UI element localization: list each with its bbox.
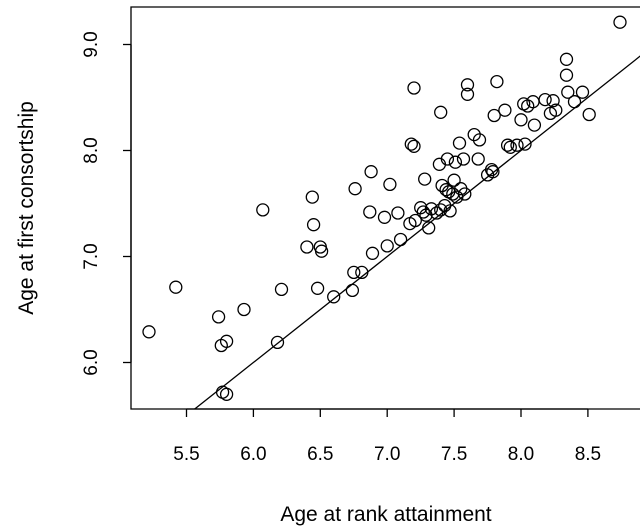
data-point: [314, 244, 329, 258]
data-point: [559, 68, 574, 82]
data-point: [383, 177, 397, 192]
data-point: [434, 203, 448, 217]
x-axis-label: Age at rank attainment: [280, 503, 491, 526]
data-point: [471, 152, 485, 166]
y-tick-label: 6.0: [81, 349, 102, 375]
data-point: [546, 94, 560, 108]
data-point: [448, 155, 463, 169]
data-point: [422, 221, 436, 235]
data-point: [327, 290, 341, 304]
data-point: [434, 105, 448, 119]
data-point: [364, 165, 378, 179]
data-point: [391, 206, 405, 220]
y-tick-label: 8.0: [81, 137, 102, 163]
data-point: [363, 205, 377, 219]
data-point: [484, 162, 499, 177]
data-point: [487, 108, 501, 123]
data-point: [305, 190, 319, 204]
data-point: [456, 152, 471, 166]
data-point: [274, 282, 289, 297]
x-tick-label: 6.5: [307, 444, 333, 465]
data-point: [408, 213, 422, 228]
data-point: [440, 152, 455, 166]
x-tick-label: 7.0: [374, 444, 400, 465]
data-point: [510, 138, 524, 152]
y-tick-label: 7.0: [81, 243, 102, 269]
data-point: [300, 240, 314, 254]
data-point: [418, 172, 432, 186]
data-point: [472, 133, 487, 147]
data-point: [347, 265, 361, 280]
data-point: [582, 107, 596, 122]
data-point: [490, 74, 504, 89]
data-point: [467, 127, 481, 142]
data-point: [404, 137, 418, 151]
x-tick-label: 8.0: [508, 444, 534, 465]
data-point: [214, 338, 228, 353]
plot-frame: [130, 6, 640, 410]
data-point: [219, 387, 234, 401]
data-point: [365, 246, 380, 260]
data-point: [500, 138, 515, 152]
data-point: [430, 206, 444, 220]
data-point: [310, 281, 325, 295]
data-point: [561, 85, 575, 99]
x-tick-label: 6.0: [240, 444, 266, 465]
data-point: [452, 136, 467, 150]
data-point: [270, 335, 285, 350]
data-point: [380, 239, 394, 253]
data-point: [439, 183, 453, 197]
y-axis-label: Age at first consortship: [15, 101, 38, 315]
data-point: [443, 204, 457, 218]
data-point: [348, 182, 362, 196]
data-point: [142, 325, 156, 339]
data-point: [460, 87, 475, 101]
data-point: [407, 81, 421, 95]
data-point: [393, 232, 408, 247]
data-point: [211, 310, 226, 324]
data-point: [306, 218, 321, 232]
data-point: [450, 190, 464, 204]
data-point: [219, 334, 234, 348]
data-point: [416, 205, 430, 219]
data-point: [567, 95, 582, 109]
data-point: [527, 118, 542, 132]
data-point: [549, 103, 563, 117]
data-point: [407, 139, 421, 153]
data-point: [458, 187, 472, 201]
data-point: [355, 265, 369, 280]
x-tick-label: 5.5: [173, 444, 199, 465]
data-point: [518, 137, 532, 151]
data-point: [377, 210, 392, 224]
data-point: [521, 99, 535, 113]
data-point: [256, 203, 270, 217]
data-point: [575, 85, 590, 99]
data-point: [613, 15, 627, 29]
data-point: [169, 280, 183, 294]
data-point: [237, 302, 251, 317]
y-tick-label: 9.0: [81, 31, 102, 57]
data-point: [503, 140, 517, 154]
data-point: [345, 283, 360, 298]
data-point: [486, 165, 500, 179]
data-point: [514, 113, 528, 127]
data-point: [538, 92, 552, 107]
data-point: [559, 52, 574, 66]
data-point: [460, 78, 475, 92]
data-point: [447, 173, 461, 187]
x-tick-label: 8.5: [575, 444, 601, 465]
x-tick-label: 7.5: [441, 444, 467, 465]
data-point: [498, 103, 512, 117]
